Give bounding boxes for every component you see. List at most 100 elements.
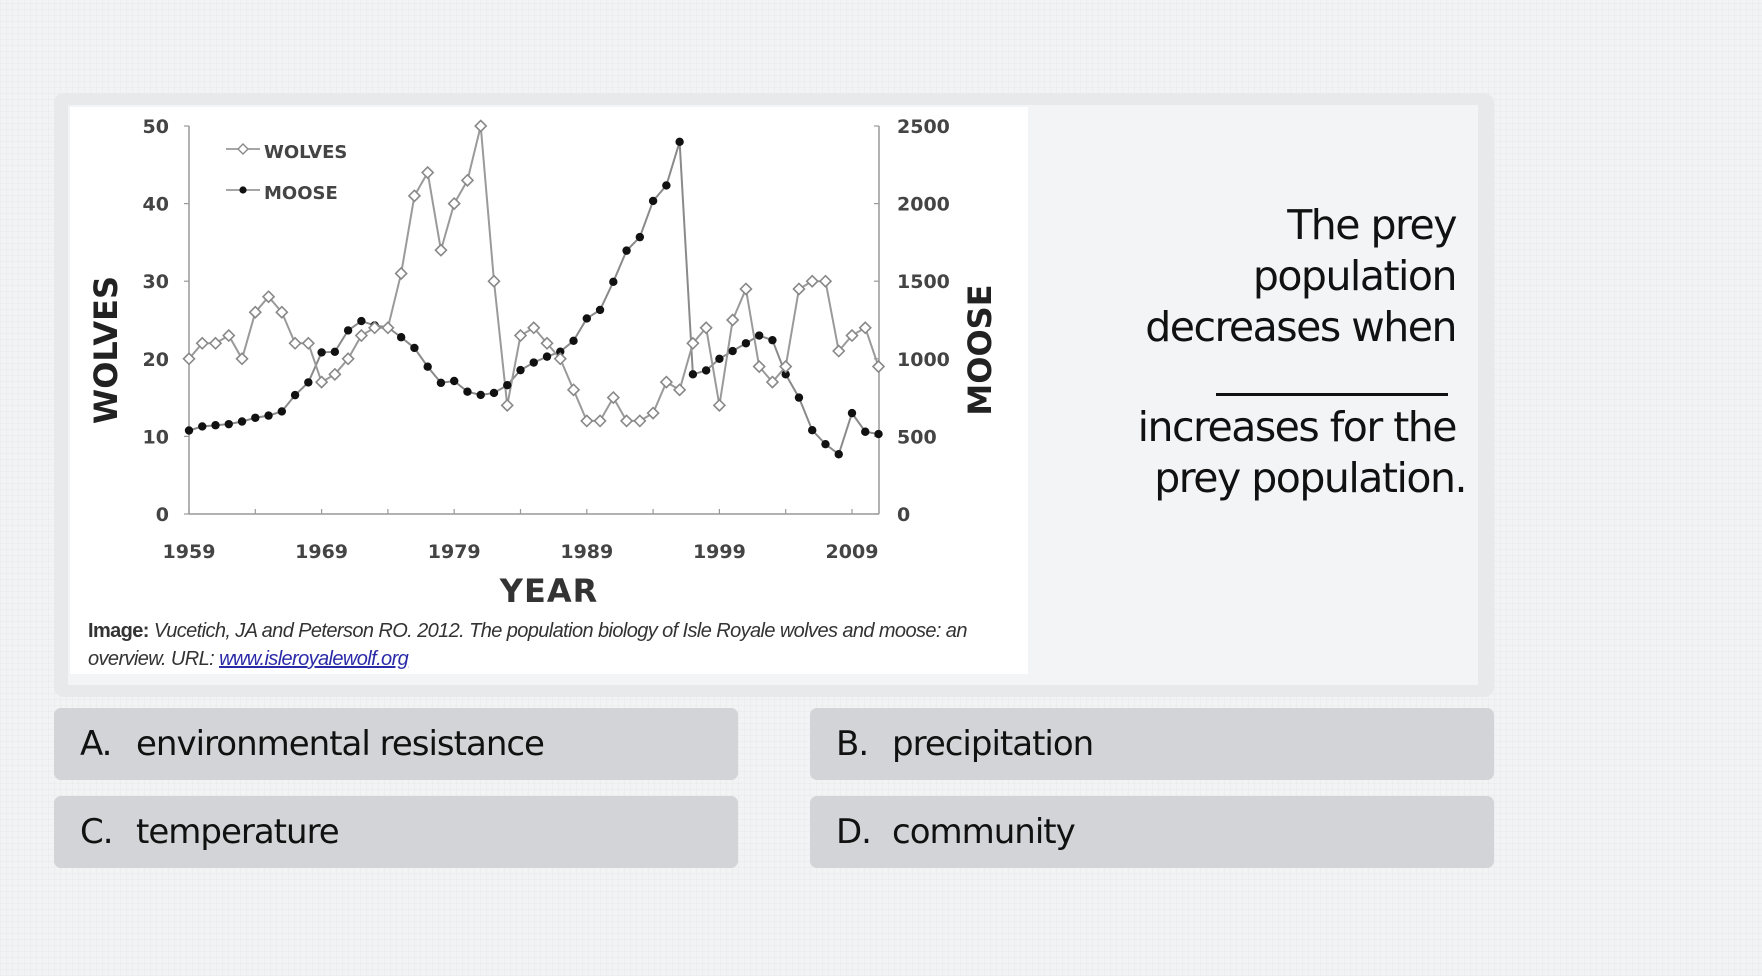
moose-point — [794, 393, 804, 402]
wolves-point — [659, 375, 673, 389]
wolves-point — [779, 359, 793, 374]
moose-point — [396, 333, 406, 342]
wolves-point — [540, 336, 554, 350]
moose-point — [556, 347, 565, 356]
wolves-point — [447, 196, 461, 211]
wolves-point — [394, 266, 408, 281]
wolves-point — [301, 336, 315, 350]
legend-moose-label: MOOSE — [264, 183, 338, 204]
moose-point — [304, 378, 313, 387]
legend-wolves-label: WOLVES — [264, 142, 347, 163]
moose-point — [847, 408, 857, 418]
wolves-point — [421, 165, 435, 180]
wolves-point — [871, 359, 886, 374]
x-tick-label: 1999 — [693, 541, 746, 563]
answer-text: temperature — [136, 812, 340, 852]
wolves-point — [619, 414, 634, 428]
wolves-point — [858, 321, 872, 335]
moose-point — [450, 376, 459, 386]
wolves-point — [474, 119, 488, 133]
moose-point — [516, 365, 525, 375]
moose-point — [290, 390, 300, 400]
legend-moose-marker — [239, 186, 247, 194]
moose-point — [622, 246, 631, 255]
legend-wolves-marker — [237, 143, 249, 155]
answer-option-c[interactable]: C. temperature — [54, 796, 738, 868]
moose-point — [688, 370, 698, 379]
chart-figure: 0 10 20 30 40 50 0 500 1000 1500 2000 2500 1959 1969 1… — [70, 107, 1028, 674]
wolves-point — [633, 414, 647, 428]
moose-point — [662, 181, 671, 190]
wolves-point — [288, 336, 302, 350]
moose-point — [542, 352, 552, 361]
moose-point — [330, 347, 340, 357]
wolves-point — [182, 352, 196, 366]
moose-point — [277, 407, 287, 416]
moose-point — [728, 346, 737, 356]
wolves-point — [765, 375, 780, 389]
y2-axis-title: MOOSE — [961, 284, 999, 415]
y2-tick-label: 2000 — [897, 194, 950, 216]
wolves-series-line — [188, 125, 880, 422]
answer-option-b[interactable]: B. precipitation — [810, 708, 1494, 780]
answer-text: environmental resistance — [136, 724, 545, 764]
moose-point — [675, 137, 684, 147]
caption-text: Vucetich, JA and Peterson RO. 2012. The … — [88, 620, 967, 670]
question-line-1: The prey — [1287, 201, 1457, 249]
moose-point — [754, 331, 764, 340]
wolves-point — [314, 375, 329, 389]
wolves-point — [606, 390, 620, 405]
answer-letter: D. — [836, 812, 872, 852]
y-axis-title: WOLVES — [87, 276, 125, 424]
wolves-point — [275, 305, 289, 319]
moose-point — [423, 362, 432, 371]
x-tick-label: 2009 — [826, 541, 879, 563]
x-axis-title: YEAR — [499, 572, 598, 610]
moose-point — [741, 339, 751, 348]
caption-link[interactable]: www.isleroyalewolf.org — [219, 648, 409, 670]
wolves-point — [580, 414, 594, 428]
moose-point — [609, 277, 618, 287]
wolves-point — [845, 328, 859, 343]
wolves-point — [235, 352, 249, 366]
wolves-point — [261, 290, 276, 304]
answer-blank — [1216, 393, 1448, 396]
moose-point — [317, 348, 326, 357]
wolves-point — [368, 321, 382, 335]
moose-point — [503, 380, 512, 390]
y2-tick-label: 2500 — [897, 116, 950, 138]
wolves-point — [460, 173, 475, 187]
answer-text: community — [892, 812, 1076, 852]
moose-point — [463, 387, 472, 396]
moose-point — [529, 358, 538, 367]
caption-lead: Image: — [88, 620, 149, 642]
wolves-point — [699, 321, 713, 335]
moose-point — [357, 316, 366, 326]
x-tick-label: 1989 — [560, 541, 613, 563]
y-tick-label: 30 — [143, 271, 169, 293]
moose-point — [582, 314, 591, 323]
y-tick-label: 20 — [143, 349, 169, 371]
wolves-point — [792, 282, 806, 296]
moose-point — [808, 425, 817, 435]
moose-point — [264, 411, 273, 420]
moose-point — [781, 370, 790, 379]
wolves-point — [672, 383, 687, 397]
x-tick-label: 1979 — [428, 541, 481, 563]
y-tick-label: 10 — [143, 426, 169, 448]
moose-point — [184, 426, 194, 435]
question-line-3: decreases when — [1145, 303, 1457, 351]
moose-point — [569, 336, 578, 345]
question-line-2: population — [1252, 252, 1458, 300]
answer-letter: C. — [80, 812, 114, 852]
answer-option-a[interactable]: A. environmental resistance — [54, 708, 738, 780]
y2-tick-label: 1500 — [897, 271, 950, 293]
moose-point — [768, 335, 777, 345]
moose-point — [701, 366, 711, 375]
y2-tick-label: 500 — [897, 426, 937, 448]
wolves-point — [712, 398, 727, 412]
moose-point — [834, 450, 843, 459]
wolves-point — [527, 321, 541, 335]
answer-option-d[interactable]: D. community — [810, 796, 1494, 868]
